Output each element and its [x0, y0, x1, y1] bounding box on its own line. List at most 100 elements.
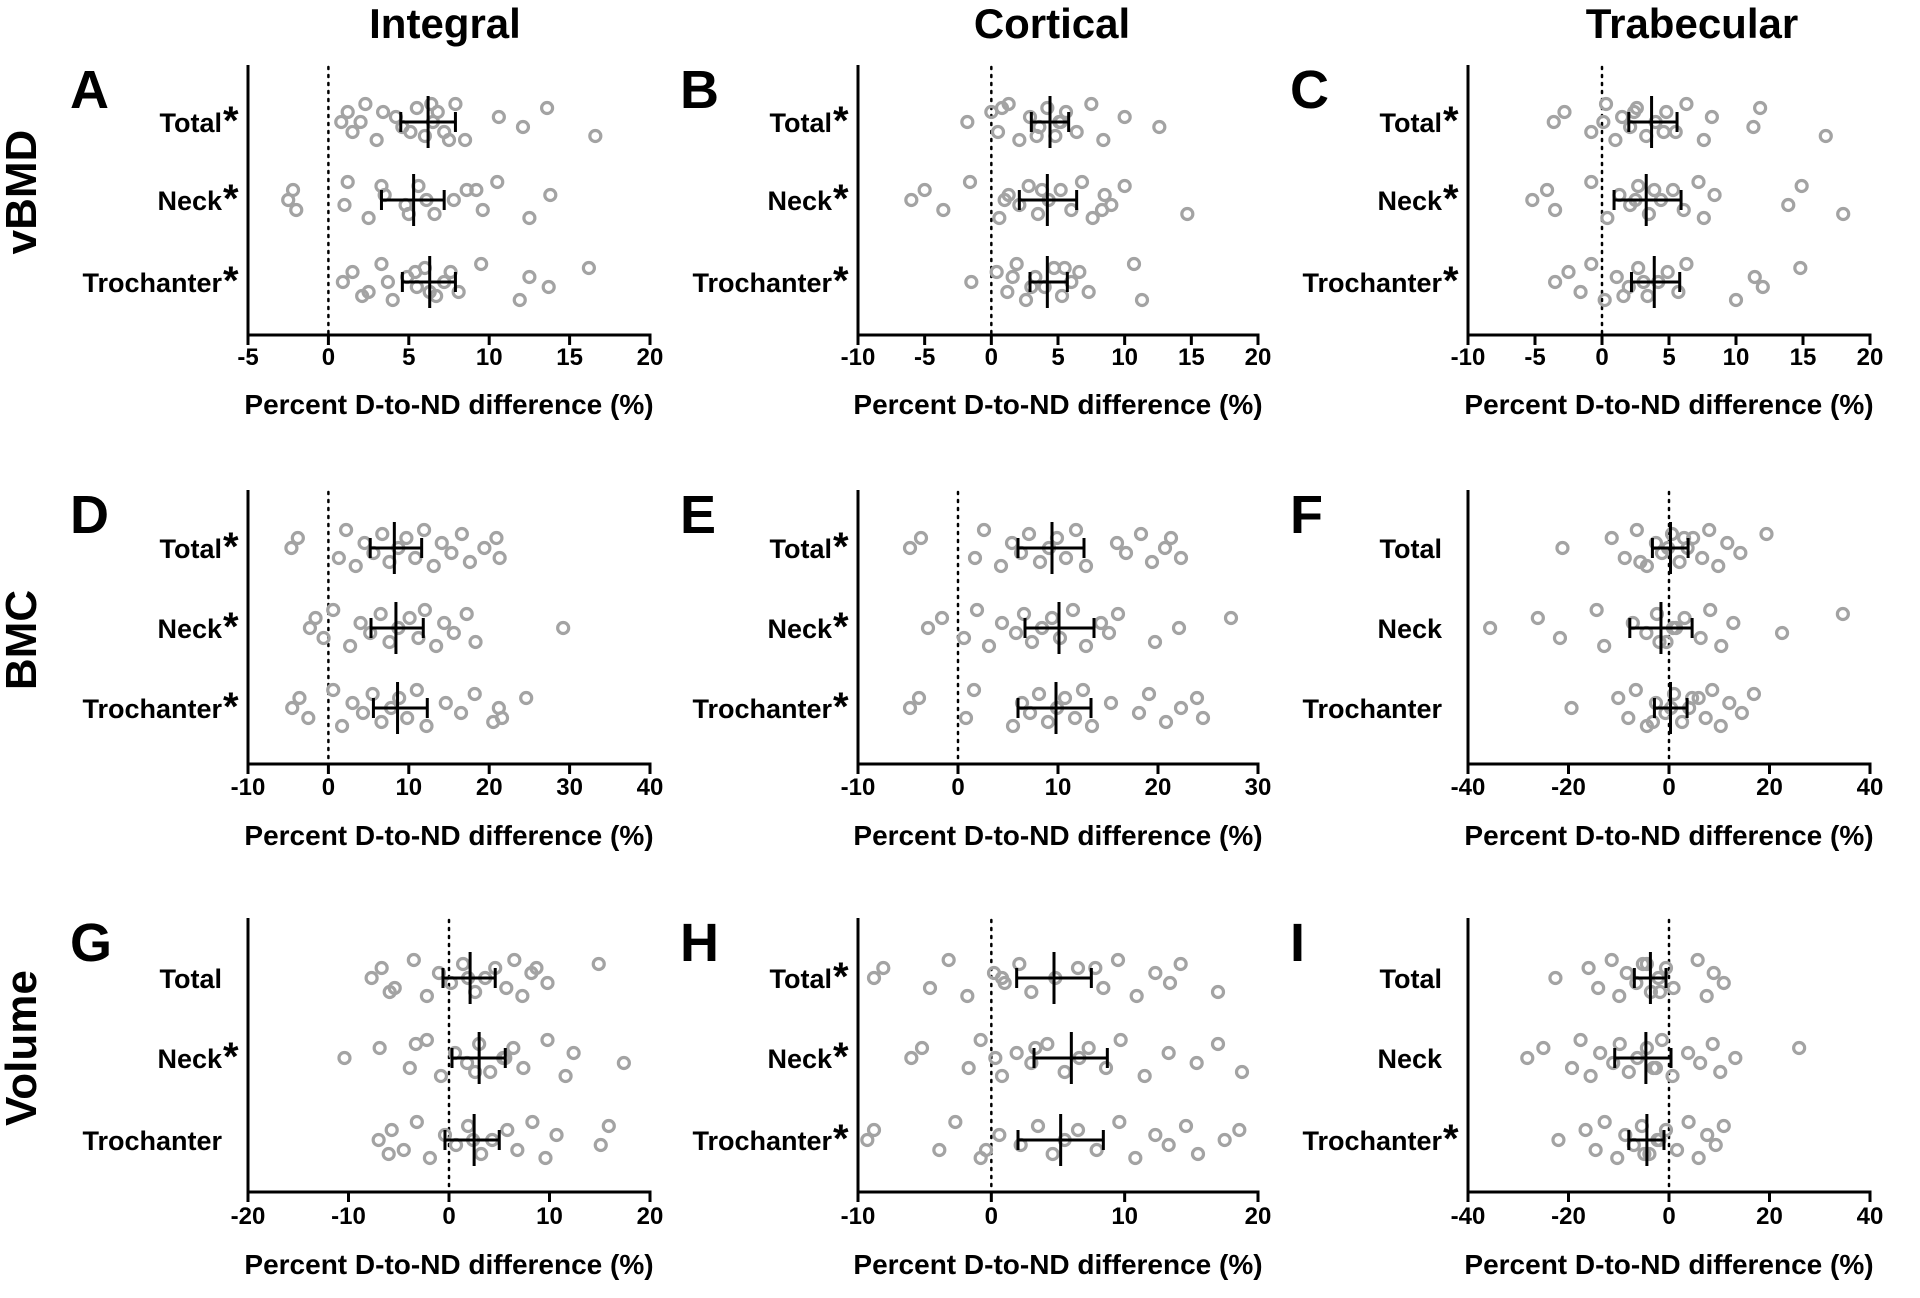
panels: A -5 0 5 10 15 20 Percent D-to-ND difference (%…: [70, 60, 1883, 1280]
data-point: [860, 1132, 875, 1148]
significance-asterisk: *: [223, 525, 239, 569]
data-point: [1619, 965, 1634, 981]
category-label-neck: Neck: [1377, 186, 1443, 216]
data-point: [457, 132, 473, 148]
data-point: [948, 1114, 963, 1130]
x-tick-label: -10: [331, 1203, 366, 1230]
data-point: [444, 545, 459, 561]
data-point: [1666, 980, 1681, 996]
data-point: [1008, 625, 1024, 641]
data-point: [385, 292, 400, 308]
x-tick-label: -20: [1551, 1203, 1586, 1230]
data-point: [1024, 984, 1039, 1000]
panel-letter: E: [680, 485, 716, 545]
data-point: [1133, 526, 1149, 542]
x-tick-label: 0: [1595, 344, 1608, 371]
panel-b: B -10 -5 0 5 10 15 20 Percent D-to-ND difference…: [680, 60, 1271, 420]
data-point: [958, 710, 974, 726]
data-point: [326, 602, 341, 618]
significance-asterisk: *: [223, 1035, 239, 1079]
data-point: [446, 625, 461, 641]
data-point: [468, 634, 483, 650]
panel-letter: D: [70, 485, 109, 545]
category-label-trochanter: Trochanter: [692, 1126, 832, 1156]
data-point: [507, 952, 522, 968]
data-point: [997, 192, 1012, 208]
data-point: [454, 526, 469, 542]
data-point: [876, 960, 891, 976]
data-point: [1621, 710, 1636, 726]
data-point: [1173, 956, 1188, 972]
data-point: [451, 284, 466, 300]
x-tick-label: 0: [1662, 774, 1675, 801]
data-point: [1525, 192, 1540, 208]
data-point: [994, 100, 1010, 116]
data-point: [1781, 197, 1796, 213]
data-point: [358, 96, 373, 112]
category-label-neck: Neck: [1377, 614, 1443, 644]
data-point: [1734, 705, 1749, 721]
data-point: [392, 690, 407, 706]
data-point: [1128, 1150, 1143, 1166]
data-point: [1658, 1122, 1674, 1138]
data-point: [1581, 960, 1596, 976]
data-point: [1109, 535, 1125, 551]
data-point: [1676, 202, 1691, 218]
data-point: [1612, 1036, 1627, 1052]
data-point: [1483, 620, 1498, 636]
data-point: [1665, 182, 1681, 198]
data-point: [1637, 1146, 1652, 1162]
data-point: [491, 109, 506, 125]
data-point: [1631, 178, 1646, 194]
significance-asterisk: *: [223, 605, 239, 649]
data-point: [1005, 269, 1020, 285]
data-point: [1597, 292, 1612, 308]
category-label-trochanter: Trochanter: [82, 1126, 222, 1156]
significance-asterisk: *: [833, 259, 849, 303]
data-point: [969, 602, 985, 618]
data-point: [593, 1137, 608, 1153]
data-point: [467, 686, 482, 702]
x-tick-label: 0: [985, 344, 998, 371]
data-point: [1078, 558, 1094, 574]
data-point: [334, 114, 349, 130]
x-tick-label: -5: [914, 344, 935, 371]
data-point: [941, 952, 956, 968]
data-point: [1548, 970, 1563, 986]
data-point: [1547, 274, 1563, 290]
data-point: [1705, 1036, 1720, 1052]
data-point: [316, 630, 331, 646]
data-point: [1536, 1040, 1551, 1056]
data-point: [591, 956, 606, 972]
data-point: [1674, 714, 1690, 730]
data-point: [1069, 124, 1084, 140]
data-point: [292, 690, 307, 706]
x-axis-label: Percent D-to-ND difference (%): [1464, 820, 1873, 851]
data-point: [902, 540, 918, 556]
data-point: [1608, 132, 1623, 148]
data-point: [512, 292, 527, 308]
data-point: [964, 274, 979, 290]
data-point: [1656, 124, 1671, 140]
data-point: [1040, 714, 1056, 730]
data-point: [1600, 210, 1615, 226]
data-point: [1117, 178, 1132, 194]
data-point: [433, 1068, 449, 1084]
data-point: [558, 1068, 573, 1084]
data-point: [1552, 630, 1568, 646]
significance-asterisk: *: [1443, 99, 1459, 143]
data-point: [337, 197, 352, 213]
data-point: [380, 274, 395, 290]
data-point: [1144, 554, 1160, 570]
data-point: [326, 682, 341, 698]
data-point: [960, 114, 975, 130]
x-tick-label: 0: [985, 1203, 998, 1230]
data-point: [1792, 1040, 1807, 1056]
data-point: [538, 1150, 553, 1166]
data-point: [1604, 530, 1619, 546]
data-point: [1053, 182, 1068, 198]
data-point: [374, 714, 389, 730]
x-tick-label: 10: [536, 1203, 563, 1230]
data-point: [1110, 606, 1126, 622]
data-point: [301, 710, 316, 726]
